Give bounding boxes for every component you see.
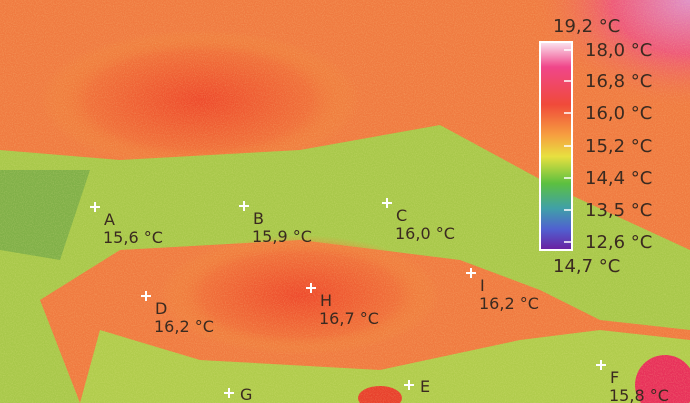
point-temp: 16,7 °C bbox=[319, 309, 379, 328]
point-label: D bbox=[155, 299, 167, 318]
point-label: G bbox=[240, 385, 252, 403]
point-label: F bbox=[610, 368, 619, 387]
scale-min: 14,7 °C bbox=[553, 256, 620, 277]
point-temp: 15,9 °C bbox=[252, 227, 312, 246]
point-temp: 15,8 °C bbox=[609, 386, 669, 403]
point-label: A bbox=[104, 210, 115, 229]
point-label: B bbox=[253, 209, 264, 228]
scale-label: 16,0 °C bbox=[585, 103, 652, 124]
point-temp: 16,2 °C bbox=[479, 294, 539, 313]
point-temp: 16,0 °C bbox=[395, 224, 455, 243]
scale-label: 13,5 °C bbox=[585, 200, 652, 221]
point-label: C bbox=[396, 206, 407, 225]
thermal-image: 19,2 °C 14,7 °C 18,0 °C 16,8 °C 16,0 °C 15,… bbox=[0, 0, 690, 403]
scale-label: 16,8 °C bbox=[585, 71, 652, 92]
point-temp: 16,2 °C bbox=[154, 317, 214, 336]
scale-max: 19,2 °C bbox=[553, 16, 620, 37]
point-label: I bbox=[480, 276, 485, 295]
scale-label: 14,4 °C bbox=[585, 168, 652, 189]
point-label: H bbox=[320, 291, 332, 310]
scale-label: 12,6 °C bbox=[585, 232, 652, 253]
point-temp: 15,6 °C bbox=[103, 228, 163, 247]
scale-label: 18,0 °C bbox=[585, 40, 652, 61]
point-label: E bbox=[420, 377, 430, 396]
scale-label: 15,2 °C bbox=[585, 136, 652, 157]
